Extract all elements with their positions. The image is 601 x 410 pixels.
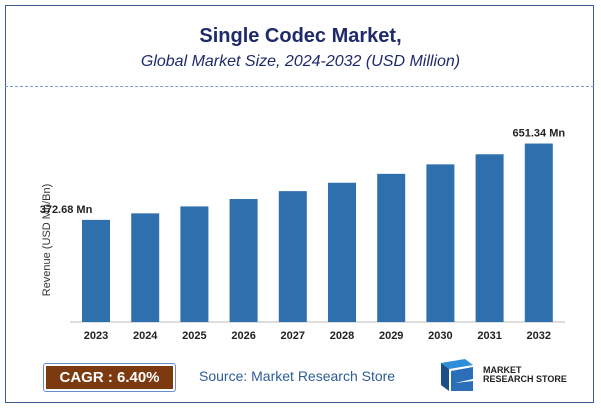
x-tick-2031: 2031	[477, 330, 501, 342]
bar-2032	[524, 143, 553, 322]
chart-frame	[5, 5, 594, 403]
chart-subtitle: Global Market Size, 2024-2032 (USD Milli…	[140, 53, 461, 70]
bar-2030	[426, 164, 455, 322]
data-label-2032: 651.34 Mn	[513, 128, 566, 140]
cagr-badge: CAGR : 6.40%	[43, 363, 176, 392]
y-axis-label: Revenue (USD Mn/Bn)	[41, 184, 53, 297]
x-tick-2032: 2032	[527, 330, 551, 342]
cagr-text: CAGR : 6.40%	[46, 366, 173, 389]
x-tick-2025: 2025	[182, 330, 206, 342]
bar-2026	[229, 199, 258, 322]
logo: MARKET RESEARCH STORE	[437, 357, 567, 393]
x-tick-2023: 2023	[84, 330, 108, 342]
bar-2024	[131, 213, 160, 322]
chart-title: Single Codec Market,	[199, 25, 402, 47]
x-tick-2029: 2029	[379, 330, 403, 342]
bar-2027	[278, 191, 307, 322]
bar-2028	[328, 182, 356, 322]
logo-text: MARKET RESEARCH STORE	[483, 365, 567, 384]
divider	[5, 86, 594, 87]
x-tick-2024: 2024	[133, 330, 158, 342]
x-tick-2028: 2028	[330, 330, 354, 342]
bar-2029	[377, 173, 406, 322]
x-tick-2027: 2027	[281, 330, 305, 342]
x-tick-2030: 2030	[428, 330, 452, 342]
x-tick-2026: 2026	[231, 330, 255, 342]
data-label-2023: 372.68 Mn	[40, 204, 93, 216]
logo-icon	[441, 359, 473, 391]
source-text: Source: Market Research Store	[199, 368, 396, 384]
bar-2023	[82, 219, 110, 322]
bar-2025	[180, 206, 209, 322]
bar-2031	[475, 154, 504, 322]
